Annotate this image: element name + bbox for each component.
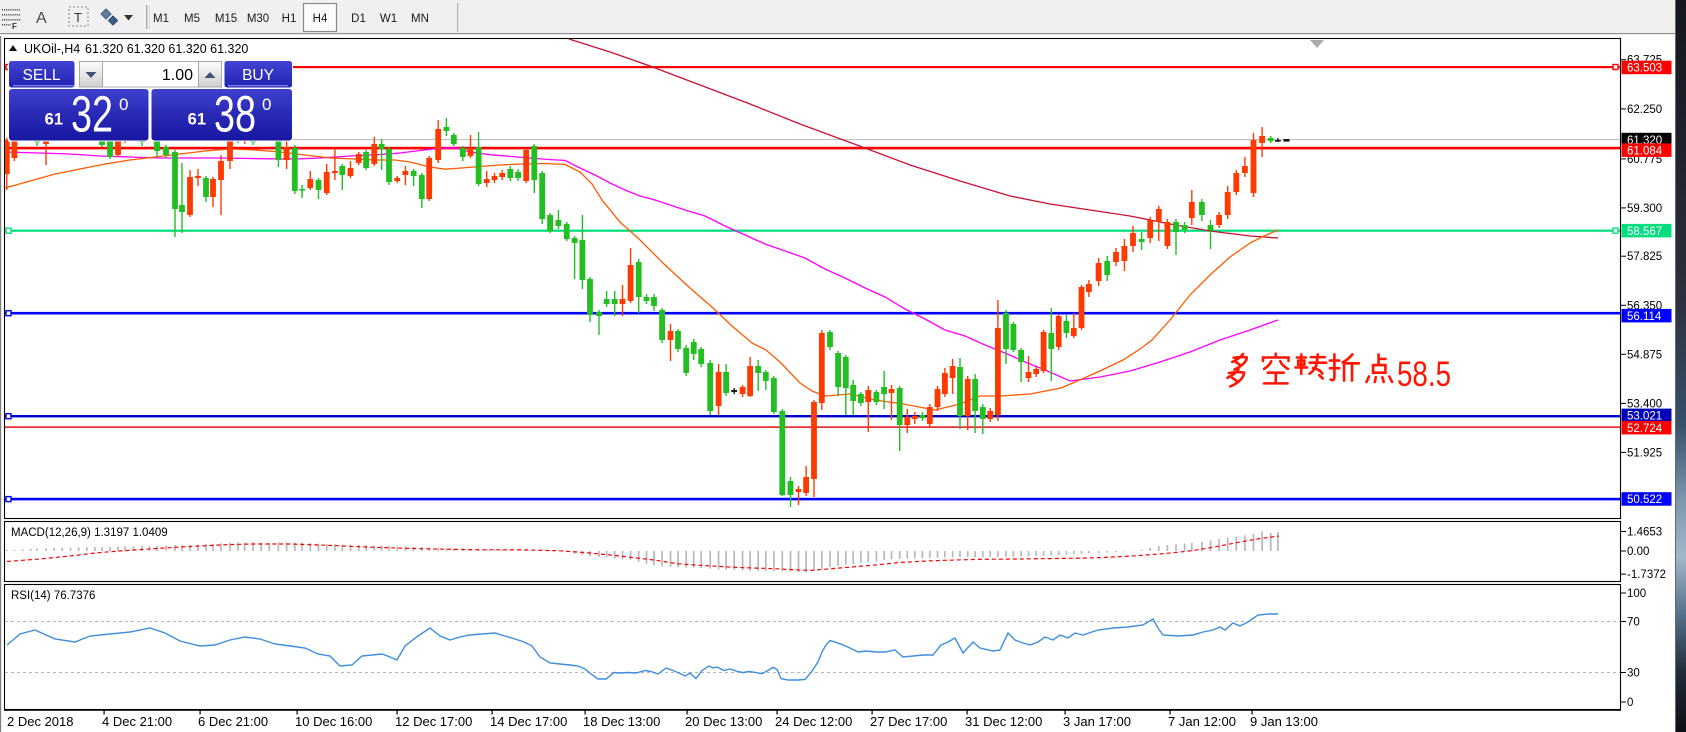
svg-text:-1.7372: -1.7372: [1627, 569, 1666, 581]
svg-text:14 Dec 17:00: 14 Dec 17:00: [490, 714, 567, 729]
svg-text:1.4653: 1.4653: [1627, 527, 1662, 539]
svg-text:0: 0: [262, 95, 271, 114]
svg-text:30: 30: [1627, 668, 1640, 680]
svg-text:57.825: 57.825: [1627, 251, 1662, 263]
svg-text:61: 61: [45, 111, 63, 129]
svg-text:18 Dec 13:00: 18 Dec 13:00: [583, 714, 660, 729]
svg-text:3 Jan 17:00: 3 Jan 17:00: [1063, 714, 1131, 729]
svg-text:H1: H1: [282, 13, 297, 25]
svg-text:59.300: 59.300: [1627, 203, 1662, 215]
svg-text:H4: H4: [313, 13, 328, 25]
svg-text:61: 61: [188, 111, 206, 129]
svg-text:A: A: [36, 10, 47, 27]
svg-text:63.503: 63.503: [1627, 63, 1662, 75]
svg-text:51.925: 51.925: [1627, 447, 1662, 459]
svg-text:50.522: 50.522: [1627, 494, 1662, 506]
svg-text:32: 32: [71, 86, 113, 143]
svg-text:10 Dec 16:00: 10 Dec 16:00: [295, 714, 372, 729]
svg-text:RSI(14) 76.7376: RSI(14) 76.7376: [11, 590, 95, 602]
svg-text:0.00: 0.00: [1627, 546, 1649, 558]
svg-text:T: T: [74, 10, 82, 25]
svg-text:MACD(12,26,9) 1.3197 1.0409: MACD(12,26,9) 1.3197 1.0409: [11, 527, 168, 539]
svg-text:W1: W1: [380, 13, 397, 25]
svg-text:9 Jan 13:00: 9 Jan 13:00: [1250, 714, 1318, 729]
svg-text:58.567: 58.567: [1627, 226, 1662, 238]
svg-text:27 Dec 17:00: 27 Dec 17:00: [870, 714, 947, 729]
svg-text:0: 0: [119, 95, 128, 114]
svg-text:61.320 61.320 61.320 61.320: 61.320 61.320 61.320 61.320: [85, 42, 248, 56]
svg-text:1.00: 1.00: [162, 67, 193, 84]
svg-text:12 Dec 17:00: 12 Dec 17:00: [395, 714, 472, 729]
svg-text:61.084: 61.084: [1627, 145, 1663, 157]
svg-text:100: 100: [1627, 588, 1646, 600]
svg-text:M5: M5: [184, 13, 200, 25]
svg-text:UKOil-,H4: UKOil-,H4: [24, 42, 80, 56]
svg-text:31 Dec 12:00: 31 Dec 12:00: [965, 714, 1042, 729]
svg-text:53.021: 53.021: [1627, 411, 1662, 423]
svg-text:38: 38: [214, 86, 256, 143]
svg-text:63.725: 63.725: [1627, 55, 1662, 67]
svg-text:6 Dec 21:00: 6 Dec 21:00: [198, 714, 268, 729]
svg-text:52.724: 52.724: [1627, 423, 1663, 435]
svg-text:70: 70: [1627, 617, 1640, 629]
svg-text:F: F: [12, 22, 17, 31]
svg-text:BUY: BUY: [242, 67, 274, 84]
svg-text:24 Dec 12:00: 24 Dec 12:00: [775, 714, 852, 729]
svg-text:53.400: 53.400: [1627, 398, 1662, 410]
svg-text:M1: M1: [153, 13, 169, 25]
svg-text:56.114: 56.114: [1627, 311, 1662, 323]
svg-text:M15: M15: [215, 13, 237, 25]
svg-text:D1: D1: [351, 13, 366, 25]
svg-text:58.5: 58.5: [1397, 355, 1451, 394]
svg-text:M30: M30: [247, 13, 269, 25]
svg-text:4 Dec 21:00: 4 Dec 21:00: [102, 714, 172, 729]
svg-text:54.875: 54.875: [1627, 349, 1662, 361]
svg-text:20 Dec 13:00: 20 Dec 13:00: [685, 714, 762, 729]
svg-text:2 Dec 2018: 2 Dec 2018: [7, 714, 74, 729]
svg-text:0: 0: [1627, 697, 1633, 709]
svg-text:62.250: 62.250: [1627, 104, 1662, 116]
svg-text:MN: MN: [411, 13, 429, 25]
svg-text:SELL: SELL: [23, 67, 61, 84]
svg-text:7 Jan 12:00: 7 Jan 12:00: [1168, 714, 1236, 729]
